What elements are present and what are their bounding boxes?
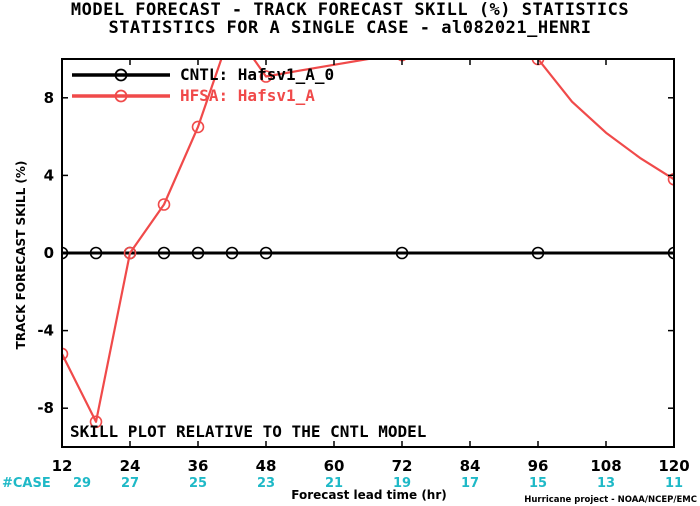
case-count: 23 [257, 476, 275, 491]
case-row-label: #CASE [2, 476, 51, 491]
x-tick-label: 36 [188, 457, 209, 475]
series-line-hfsa [62, 59, 674, 423]
data-point-cntl [225, 246, 239, 260]
legend-cntl-marker [114, 68, 128, 82]
y-axis-title: TRACK FORECAST SKILL (%) [14, 161, 28, 350]
data-point-hfsa [89, 415, 103, 429]
legend-cntl-label: CNTL: Hafsv1_A_0 [180, 65, 334, 84]
data-point-hfsa [62, 347, 69, 361]
x-tick-label: 108 [590, 457, 621, 475]
x-axis-title: Forecast lead time (hr) [291, 488, 447, 502]
data-point-hfsa [157, 198, 171, 211]
y-tick-label: -8 [37, 399, 54, 417]
y-tick-label: 0 [44, 244, 54, 262]
x-tick-label: 72 [392, 457, 413, 475]
x-tick-label: 60 [324, 457, 345, 475]
data-point-hfsa [667, 173, 674, 186]
x-tick-label: 120 [658, 457, 689, 475]
data-point-hfsa [259, 70, 273, 83]
legend: CNTL: Hafsv1_A_0 HFSA: Hafsv1_A [72, 65, 334, 105]
data-point-cntl [531, 246, 545, 260]
data-point-cntl [89, 246, 103, 260]
data-point-cntl [191, 246, 205, 260]
case-count: 25 [189, 476, 207, 491]
x-tick-label: 84 [460, 457, 481, 475]
x-tick-label: 48 [256, 457, 277, 475]
legend-hfsa-marker [114, 89, 128, 103]
x-tick-label: 24 [120, 457, 141, 475]
case-count: 29 [73, 476, 91, 491]
data-point-hfsa [123, 246, 137, 260]
data-point-hfsa [191, 120, 205, 134]
case-count: 17 [461, 476, 479, 491]
y-tick-label: -4 [37, 322, 54, 340]
annotation-text: SKILL PLOT RELATIVE TO THE CNTL MODEL [70, 422, 426, 441]
y-tick-label: 4 [44, 166, 54, 184]
data-point-hfsa [227, 23, 238, 34]
data-point-cntl [259, 246, 273, 260]
case-count: 21 [325, 476, 343, 491]
case-count: 11 [665, 476, 683, 491]
data-point-cntl [157, 246, 171, 260]
chart-title-line-1: MODEL FORECAST - TRACK FORECAST SKILL (%… [70, 0, 630, 20]
case-count: 27 [121, 476, 139, 491]
chart-title-line-2: STATISTICS FOR A SINGLE CASE - al082021_… [108, 18, 592, 38]
credit-text: Hurricane project - NOAA/NCEP/EMC [524, 495, 697, 505]
case-count: 19 [393, 476, 411, 491]
data-point-cntl [395, 246, 409, 260]
x-tick-label: 12 [52, 457, 73, 475]
y-tick-label: 8 [44, 89, 54, 107]
legend-hfsa-label: HFSA: Hafsv1_A [180, 86, 315, 105]
case-count: 15 [529, 476, 547, 491]
x-tick-label: 96 [528, 457, 549, 475]
case-count: 13 [597, 476, 615, 491]
